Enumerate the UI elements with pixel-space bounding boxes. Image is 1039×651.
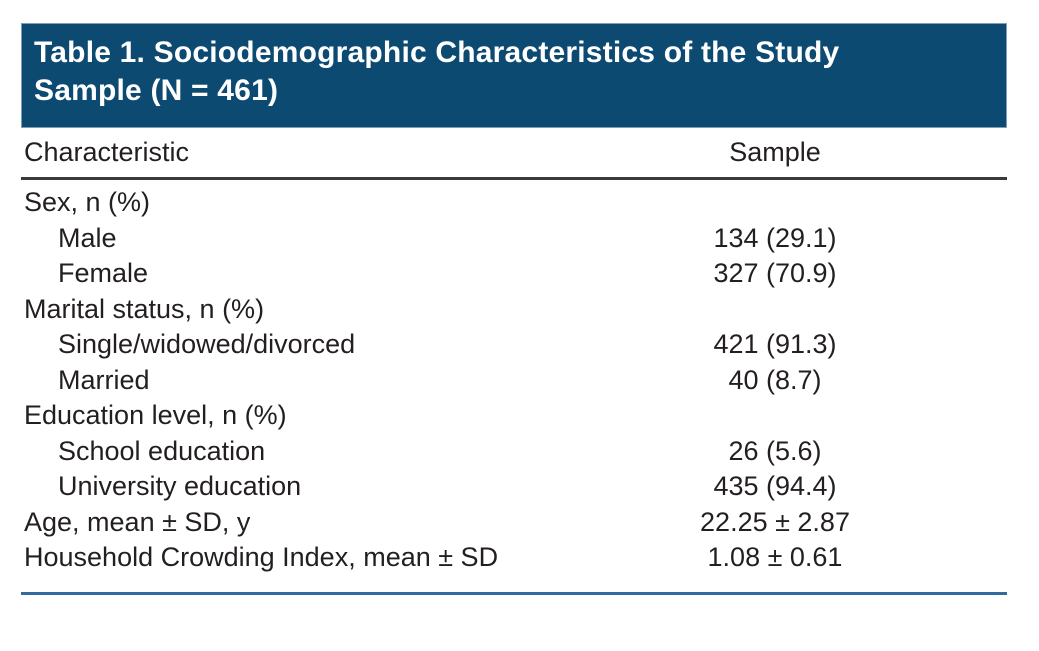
- table-row: Male 134 (29.1): [21, 221, 1007, 257]
- bottom-border-rule: [21, 591, 1007, 595]
- row-value: 26 (5.6): [728, 435, 822, 466]
- column-header-characteristic: Characteristic: [24, 137, 190, 167]
- row-label: Married: [58, 364, 150, 395]
- row-label: Household Crowding Index, mean ± SD: [24, 542, 499, 572]
- row-value: 421 (91.3): [713, 329, 837, 359]
- table-row: Female 327 (70.9): [21, 256, 1007, 292]
- row-value: 435 (94.4): [713, 471, 837, 501]
- table-title-bar: Table 1. Sociodemographic Characteristic…: [21, 23, 1007, 128]
- row-label: Male: [58, 222, 117, 253]
- table-title-line1: Table 1. Sociodemographic Characteristic…: [34, 36, 840, 69]
- row-label: School education: [58, 435, 266, 466]
- row-value: [543, 292, 1007, 328]
- row-value: 327 (70.9): [713, 258, 837, 288]
- row-value: 40 (8.7): [728, 364, 822, 395]
- table-row: Marital status, n (%): [21, 292, 1007, 328]
- table-body: Sex, n (%) Male 134 (29.1) Female 327 (70.9)…: [21, 185, 1007, 576]
- row-label: Education level, n (%): [24, 400, 287, 430]
- row-label: University education: [58, 471, 302, 501]
- row-label: Female: [58, 258, 149, 288]
- table-row: Household Crowding Index, mean ± SD 1.08 …: [21, 540, 1007, 576]
- table-row: Education level, n (%): [21, 398, 1007, 434]
- row-value: 1.08 ± 0.61: [707, 542, 843, 572]
- table-row: Sex, n (%): [21, 185, 1007, 221]
- row-value: 22.25 ± 2.87: [700, 506, 850, 537]
- table-row: School education 26 (5.6): [21, 434, 1007, 470]
- table-row: Single/widowed/divorced 421 (91.3): [21, 327, 1007, 363]
- table-figure: Table 1. Sociodemographic Characteristic…: [0, 23, 1039, 651]
- table-row: University education 435 (94.4): [21, 469, 1007, 505]
- row-label: Age, mean ± SD, y: [24, 506, 251, 537]
- row-value: [543, 185, 1007, 221]
- table-header-row: Characteristic Sample: [21, 134, 1007, 170]
- row-label: Single/widowed/divorced: [58, 329, 356, 359]
- row-value: [543, 398, 1007, 434]
- row-label: Sex, n (%): [24, 187, 151, 217]
- table-row: Age, mean ± SD, y 22.25 ± 2.87: [21, 505, 1007, 541]
- column-header-sample: Sample: [729, 137, 821, 167]
- row-label: Marital status, n (%): [24, 293, 265, 324]
- table-title-line2: Sample (N = 461): [34, 74, 279, 107]
- header-divider-rule: [21, 177, 1007, 180]
- table-row: Married 40 (8.7): [21, 363, 1007, 399]
- row-value: 134 (29.1): [713, 222, 837, 253]
